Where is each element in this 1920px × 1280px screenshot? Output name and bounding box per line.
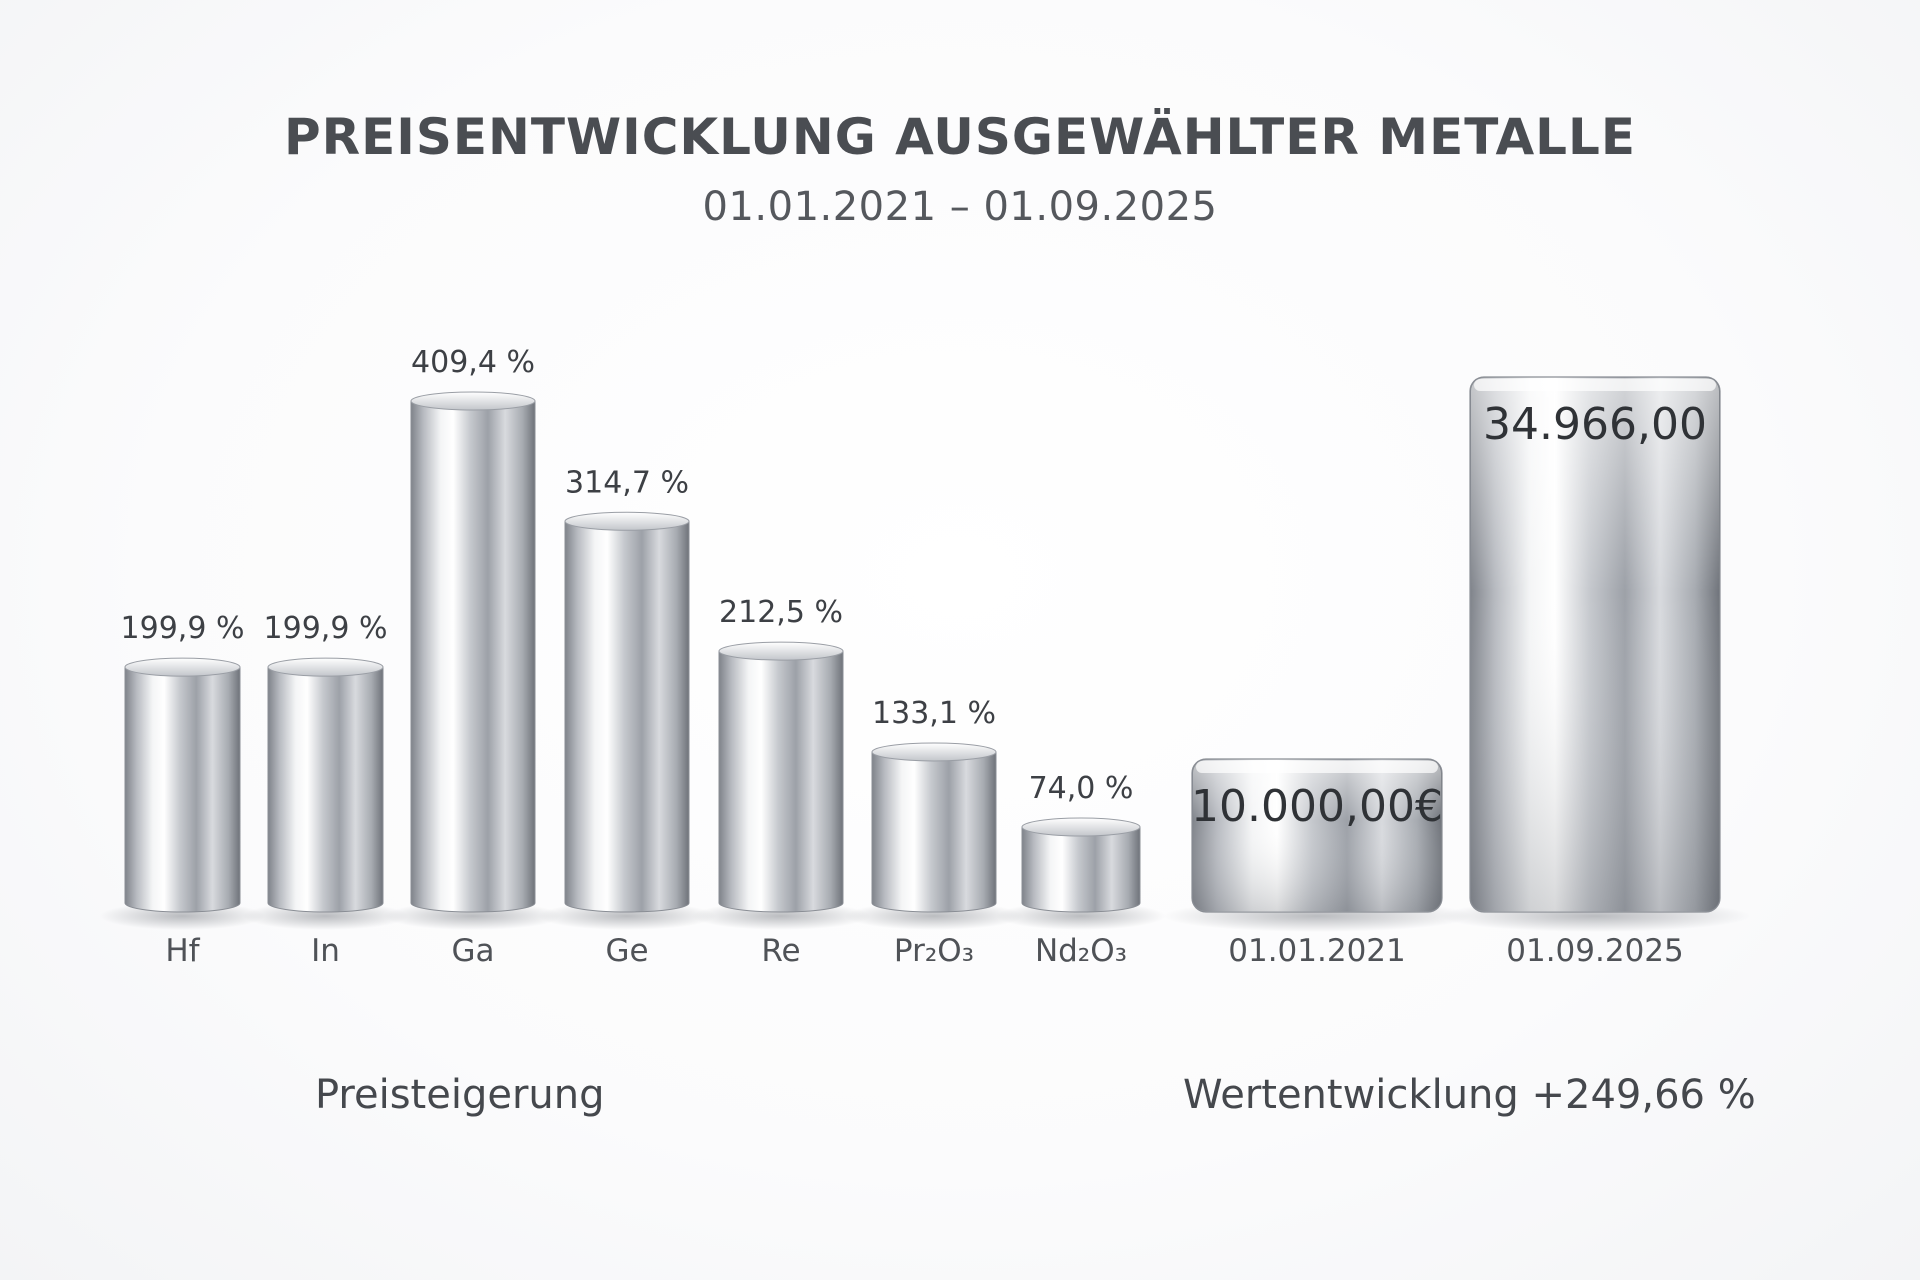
right-bar-chart: 10.000,00€ 01.01.2021 34.966,00 01.09.2025 — [1162, 376, 1750, 969]
footer-left-label: Preisteigerung — [315, 1072, 605, 1118]
value-label: 314,7 % — [565, 465, 689, 500]
value-label: 10.000,00€ — [1191, 781, 1443, 832]
bar-Ge — [564, 520, 690, 913]
bar-top-highlight — [1474, 379, 1716, 391]
bar-sheen — [1471, 378, 1719, 911]
bar-Pr₂O₃ — [871, 751, 997, 913]
bar-In — [267, 666, 384, 913]
bar-cap — [267, 657, 384, 677]
left-bar-chart: 199,9 % Hf 199,9 % In 409,4 % Ga 314,7 % Ge 212,… — [99, 345, 1166, 969]
header: PREISENTWICKLUNG AUSGEWÄHLTER METALLE 01… — [0, 108, 1920, 230]
chart-title: PREISENTWICKLUNG AUSGEWÄHLTER METALLE — [283, 108, 1637, 166]
category-label: In — [311, 933, 340, 969]
bar-Ga — [410, 400, 536, 913]
value-label: 74,0 % — [1029, 771, 1134, 806]
footer-right-label: Wertentwicklung +249,66 % — [1183, 1072, 1756, 1118]
bar-top-highlight — [1196, 760, 1438, 773]
category-label: Ga — [451, 933, 494, 969]
value-label: 34.966,00 — [1483, 399, 1707, 450]
bar-cap — [124, 657, 241, 677]
value-label: 199,9 % — [264, 611, 388, 646]
bar-Hf — [124, 666, 241, 913]
value-label: 199,9 % — [121, 611, 245, 646]
chart-subtitle: 01.01.2021 – 01.09.2025 — [702, 184, 1218, 230]
bar-cap — [871, 742, 997, 762]
bar-cap — [564, 511, 690, 531]
bar-cap — [1021, 817, 1141, 837]
bar-Re — [718, 650, 844, 913]
value-label: 133,1 % — [872, 696, 996, 731]
category-label: Re — [761, 933, 800, 969]
value-label: 212,5 % — [719, 595, 843, 630]
bar-Nd₂O₃ — [1021, 826, 1141, 913]
category-label: Nd₂O₃ — [1035, 933, 1127, 969]
bar-sheen — [1193, 759, 1441, 911]
bar-cap — [410, 391, 536, 411]
bar-cap — [718, 641, 844, 661]
category-label: 01.09.2025 — [1506, 933, 1684, 969]
value-label: 409,4 % — [411, 345, 535, 380]
category-label: Ge — [605, 933, 648, 969]
category-label: 01.01.2021 — [1228, 933, 1406, 969]
category-label: Pr₂O₃ — [894, 933, 974, 969]
category-label: Hf — [165, 933, 200, 969]
